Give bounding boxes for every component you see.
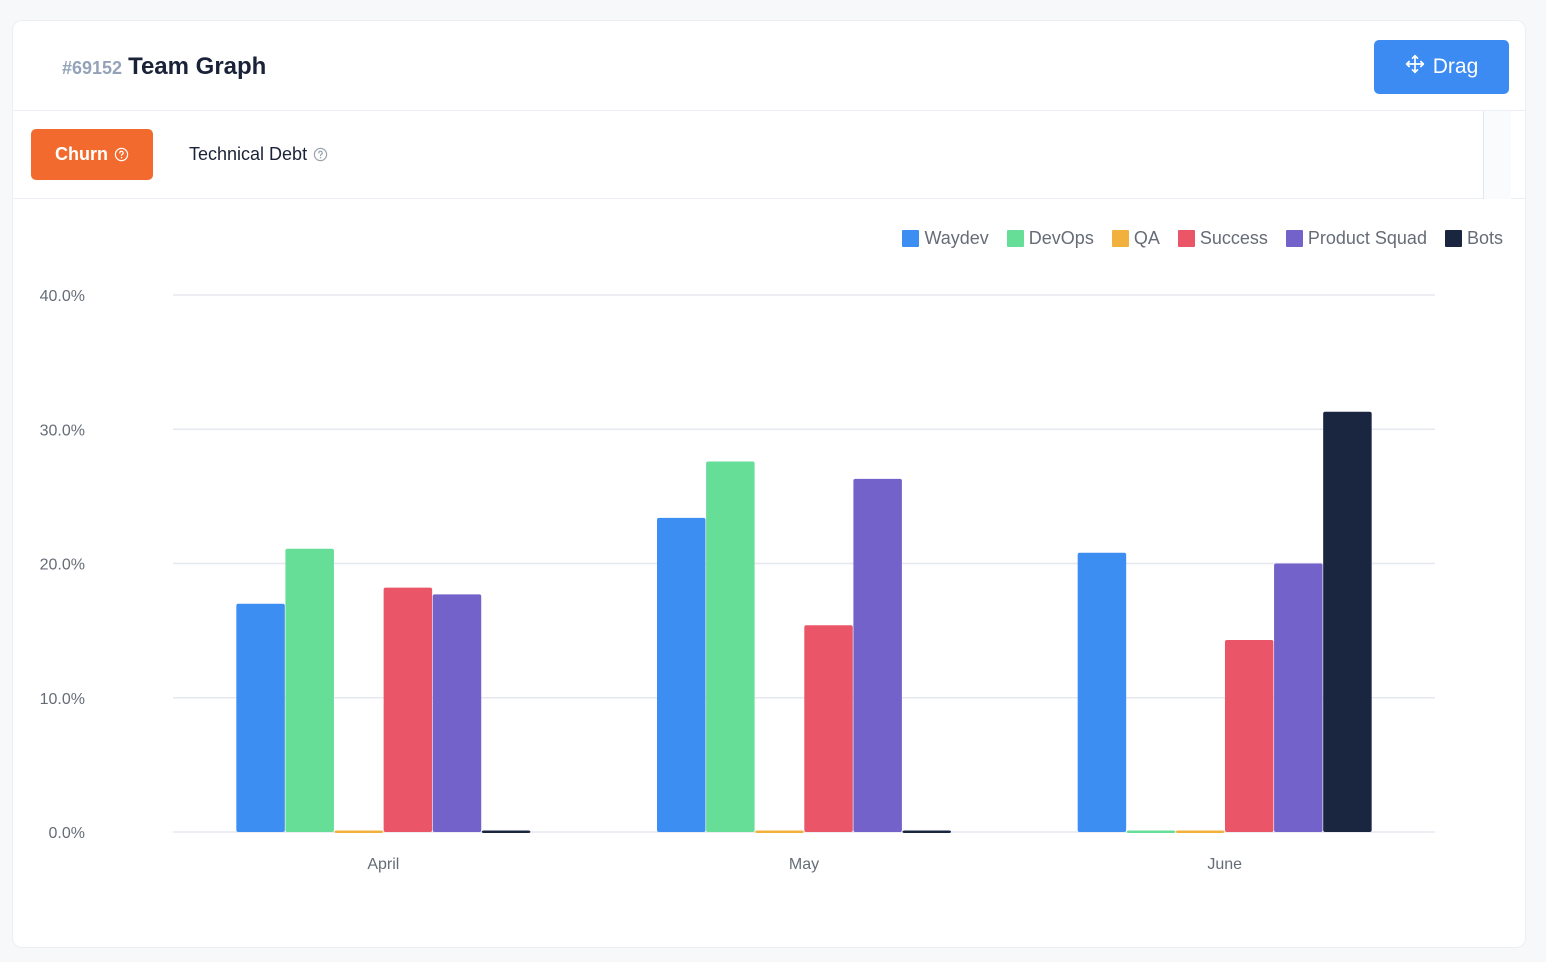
help-icon[interactable]	[114, 147, 129, 162]
drag-label: Drag	[1432, 55, 1479, 78]
legend-label: Success	[1199, 228, 1268, 248]
legend-item-success[interactable]: Success	[1177, 228, 1268, 249]
x-tick-label: April	[367, 856, 399, 873]
legend-item-devops[interactable]: DevOps	[1006, 228, 1094, 249]
legend-swatch	[1285, 230, 1303, 247]
bar-bots	[902, 830, 951, 833]
y-tick-label: 20.0%	[40, 557, 85, 574]
bar-waydev	[1077, 552, 1127, 832]
bar-waydev	[657, 517, 706, 832]
legend-swatch	[1444, 230, 1462, 247]
bar-qa	[755, 830, 804, 833]
legend-item-product-squad[interactable]: Product Squad	[1285, 228, 1427, 249]
bar-qa	[1175, 830, 1225, 833]
legend-label: Waydev	[924, 228, 989, 248]
help-icon[interactable]	[313, 147, 328, 162]
tab-churn[interactable]: Churn	[31, 129, 153, 180]
tabs-scrollbar[interactable]	[1483, 111, 1511, 199]
bar-success	[804, 625, 853, 832]
card-title: #69152 Team Graph	[62, 53, 266, 81]
tab-technical-debt[interactable]: Technical Debt	[189, 129, 328, 180]
x-tick-label: May	[789, 856, 819, 873]
team-graph-card: #69152 Team Graph Drag Churn	[12, 20, 1526, 948]
bar-waydev	[236, 603, 285, 832]
y-tick-label: 40.0%	[40, 288, 85, 305]
bar-qa	[334, 830, 384, 833]
tab-technical-debt-label: Technical Debt	[189, 144, 308, 164]
bar-bots	[481, 830, 531, 833]
move-icon	[1405, 54, 1425, 80]
y-tick-label: 10.0%	[40, 691, 85, 708]
bar-devops	[285, 548, 334, 832]
legend-label: Product Squad	[1307, 228, 1427, 248]
metric-tabs: Churn Technical Debt	[13, 111, 1525, 199]
legend-item-bots[interactable]: Bots	[1444, 228, 1503, 249]
card-header: #69152 Team Graph Drag	[13, 21, 1525, 111]
chart-legend: Waydev DevOps QA Success Product Squad B…	[902, 228, 1503, 249]
legend-item-waydev[interactable]: Waydev	[902, 228, 989, 249]
bar-product-squad	[432, 594, 482, 832]
legend-swatch	[1111, 230, 1129, 247]
legend-label: Bots	[1466, 228, 1503, 248]
bar-product-squad	[1274, 563, 1323, 832]
legend-swatch	[1006, 230, 1024, 247]
legend-label: QA	[1133, 228, 1160, 248]
tab-churn-label: Churn	[55, 144, 108, 164]
y-tick-label: 0.0%	[49, 825, 85, 842]
bar-bots	[1323, 411, 1372, 832]
bar-devops	[706, 461, 755, 832]
legend-label: DevOps	[1028, 228, 1094, 248]
churn-bar-chart: 0.0% 10.0% 20.0% 30.0% 40.0% April May June	[40, 288, 1435, 873]
x-tick-label: June	[1207, 856, 1242, 873]
bar-success	[1224, 640, 1274, 832]
bar-devops	[1126, 830, 1176, 833]
bar-product-squad	[853, 478, 902, 832]
legend-item-qa[interactable]: QA	[1111, 228, 1160, 249]
bar-success	[383, 587, 433, 832]
y-tick-label: 30.0%	[40, 422, 85, 439]
legend-swatch	[902, 230, 920, 247]
drag-button[interactable]: Drag	[1374, 40, 1509, 94]
graph-title: Team Graph	[128, 53, 267, 80]
legend-swatch	[1177, 230, 1195, 247]
graph-id: #69152	[62, 58, 123, 78]
